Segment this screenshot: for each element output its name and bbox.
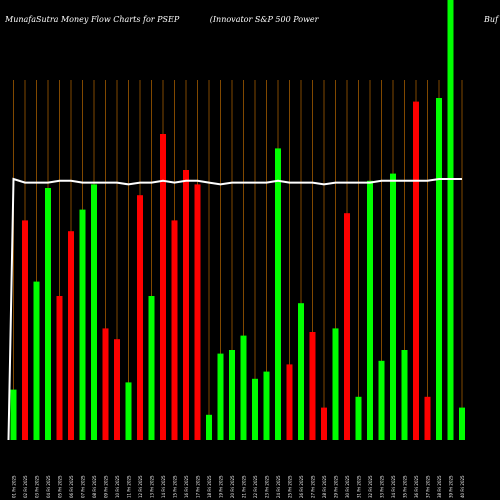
flow-line-layer	[7, 177, 462, 441]
money-flow-bar	[10, 389, 17, 440]
money-flow-bar	[160, 134, 166, 440]
x-tick-label: 24 Fri 2025	[276, 475, 281, 498]
x-tick-label: 11 Fri 2025	[127, 475, 132, 498]
money-flow-bar	[344, 213, 350, 440]
x-tick-label: 36 Fri 2025	[414, 475, 419, 498]
money-flow-bar	[275, 148, 281, 440]
money-flow-bar	[194, 184, 201, 440]
x-tick-label: 07 Fri 2025	[81, 475, 86, 498]
x-tick-label: 33 Fri 2025	[380, 475, 385, 498]
money-flow-bar	[309, 332, 316, 440]
money-flow-bar	[137, 195, 143, 440]
x-tick-label: 03 Fri 2025	[35, 475, 40, 498]
x-tick-label: 37 Fri 2025	[426, 475, 431, 498]
money-flow-bar	[447, 0, 454, 440]
x-tick-label: 21 Fri 2025	[242, 475, 247, 498]
money-flow-bar	[413, 101, 419, 440]
money-flow-bar	[79, 209, 86, 440]
money-flow-bar	[401, 350, 408, 440]
money-flow-bar	[68, 231, 74, 440]
money-flow-bar	[171, 220, 178, 440]
x-tick-label: 04 Fri 2025	[46, 475, 51, 498]
money-flow-bar	[332, 328, 339, 440]
money-flow-bar	[33, 281, 40, 440]
money-flow-bar	[229, 350, 235, 440]
money-flow-bar	[298, 303, 304, 440]
x-tick-label: 05 Fri 2025	[58, 475, 63, 498]
x-tick-label: 10 Fri 2025	[115, 475, 120, 498]
x-tick-label: 31 Fri 2025	[357, 475, 362, 498]
x-tick-label: 06 Fri 2025	[69, 475, 74, 498]
x-tick-label: 18 Fri 2025	[207, 475, 212, 498]
money-flow-bar	[321, 407, 327, 440]
money-flow-bar	[378, 360, 385, 440]
money-flow-bar	[206, 414, 212, 440]
x-tick-label: 40 Fri 2025	[460, 475, 465, 498]
money-flow-bar	[390, 173, 396, 440]
x-tick-label: 38 Fri 2025	[437, 475, 442, 498]
x-tick-label: 20 Fri 2025	[230, 475, 235, 498]
x-tick-label: 35 Fri 2025	[403, 475, 408, 498]
money-flow-bar	[114, 339, 120, 440]
money-flow-bar	[22, 220, 28, 440]
x-tick-label: 19 Fri 2025	[219, 475, 224, 498]
x-tick-label: 25 Fri 2025	[288, 475, 293, 498]
x-tick-label: 23 Fri 2025	[265, 475, 270, 498]
chart-title: MunafaSutra Money Flow Charts for PSEP (…	[5, 15, 500, 29]
x-tick-label: 16 Fri 2025	[184, 475, 189, 498]
money-flow-bar	[148, 296, 155, 440]
title-suffix: Buf	[484, 15, 499, 24]
money-flow-bar	[102, 328, 109, 440]
bars-layer	[10, 0, 465, 441]
x-tick-label: 22 Fri 2025	[253, 475, 258, 498]
money-flow-bar	[183, 170, 189, 440]
money-flow-line	[7, 177, 462, 441]
title-subject: (Innovator S&P 500 Power	[209, 15, 319, 24]
x-tick-label: 09 Fri 2025	[104, 475, 109, 498]
money-flow-bar	[217, 353, 224, 440]
x-tick-label: 17 Fri 2025	[196, 475, 201, 498]
tick-labels-layer: 01 Fri 2025 02 Fri 2025 03 Fri 2025 04 Fri …	[12, 475, 466, 498]
x-tick-label: 34 Fri 2025	[391, 475, 396, 498]
money-flow-bar	[355, 396, 362, 440]
x-tick-label: 29 Fri 2025	[334, 475, 339, 498]
x-tick-label: 30 Fri 2025	[345, 475, 350, 498]
x-tick-label: 32 Fri 2025	[368, 475, 373, 498]
money-flow-bar	[91, 184, 97, 440]
x-tick-label: 12 Fri 2025	[138, 475, 143, 498]
money-flow-bar	[263, 371, 270, 440]
x-tick-label: 14 Fri 2025	[161, 475, 166, 498]
x-tick-label: 28 Fri 2025	[322, 475, 327, 498]
x-tick-label: 39 Fri 2025	[449, 475, 454, 498]
x-tick-label: 27 Fri 2025	[311, 475, 316, 498]
x-tick-label: 08 Fri 2025	[92, 475, 97, 498]
money-flow-bar	[125, 382, 132, 440]
x-tick-label: 15 Fri 2025	[173, 475, 178, 498]
money-flow-bar	[56, 296, 63, 440]
money-flow-bar	[367, 180, 373, 441]
x-tick-label: 13 Fri 2025	[150, 475, 155, 498]
money-flow-bar	[436, 98, 442, 440]
money-flow-bar	[252, 378, 258, 440]
title-site: MunafaSutra Money Flow Charts for PSEP	[5, 15, 180, 24]
money-flow-bar	[286, 364, 293, 440]
money-flow-bar	[45, 188, 51, 440]
money-flow-bar	[240, 335, 247, 440]
x-tick-label: 02 Fri 2025	[23, 475, 28, 498]
x-tick-label: 26 Fri 2025	[299, 475, 304, 498]
x-tick-label: 01 Fri 2025	[12, 475, 17, 498]
money-flow-bar	[459, 407, 465, 440]
money-flow-bar	[424, 396, 431, 440]
